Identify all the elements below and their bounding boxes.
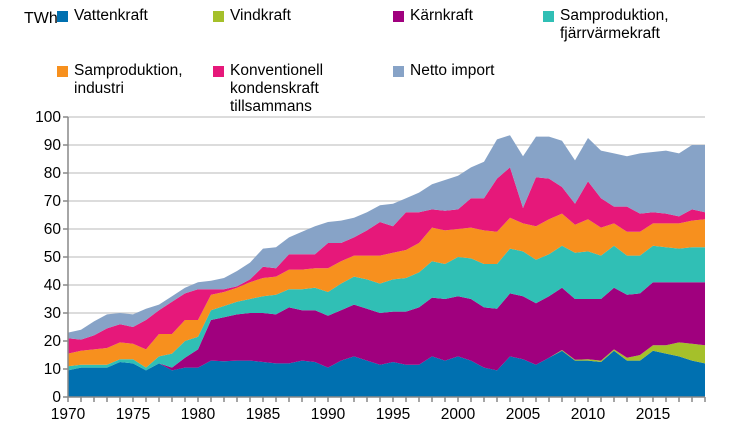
area-kärnkraft bbox=[68, 282, 705, 371]
legend-swatch bbox=[543, 11, 554, 22]
legend-item: Samproduktion, industri bbox=[57, 62, 183, 98]
legend-label: tillsammans bbox=[230, 98, 312, 115]
y-axis-unit: TWh bbox=[24, 10, 58, 27]
x-tick-label: 2005 bbox=[506, 406, 540, 423]
y-tick-label: 50 bbox=[44, 249, 62, 266]
x-tick-label: 1975 bbox=[116, 406, 150, 423]
legend-label: kondenskraft bbox=[230, 80, 319, 97]
legend-swatch bbox=[393, 11, 404, 22]
legend-label: Vindkraft bbox=[230, 7, 291, 24]
y-tick-label: 30 bbox=[44, 305, 62, 322]
x-tick-label: 2000 bbox=[441, 406, 476, 423]
y-tick-label: 100 bbox=[35, 109, 61, 126]
area-samproduktion-fjärrvärmekraft bbox=[68, 245, 705, 371]
x-tick-label: 1990 bbox=[311, 406, 346, 423]
legend-swatch bbox=[213, 11, 224, 22]
legend-swatch bbox=[57, 66, 68, 77]
area-vattenkraft bbox=[68, 350, 705, 397]
x-tick-label: 1985 bbox=[246, 406, 280, 423]
y-tick-label: 60 bbox=[44, 221, 62, 238]
legend-label: Kärnkraft bbox=[410, 7, 473, 24]
y-tick-label: 20 bbox=[44, 333, 62, 350]
area-netto-import bbox=[68, 135, 705, 340]
x-tick-label: 1995 bbox=[376, 406, 410, 423]
x-tick-label: 1980 bbox=[181, 406, 216, 423]
legend-swatch bbox=[213, 66, 224, 77]
y-tick-label: 70 bbox=[44, 193, 62, 210]
legend-label: Vattenkraft bbox=[74, 7, 148, 24]
area-konventionell-kondenskraft-tillsammans bbox=[68, 167, 705, 354]
y-tick-label: 80 bbox=[44, 165, 62, 182]
legend-label: Konventionell bbox=[230, 62, 324, 79]
legend-item: Vattenkraft bbox=[57, 7, 148, 25]
legend-label: fjärrvärmekraft bbox=[560, 25, 660, 42]
legend-label: industri bbox=[74, 80, 124, 97]
x-tick-label: 2010 bbox=[571, 406, 606, 423]
legend-swatch bbox=[393, 66, 404, 77]
legend-item: Kärnkraft bbox=[393, 7, 473, 25]
legend-label: Samproduktion, bbox=[74, 62, 183, 79]
legend-item: Vindkraft bbox=[213, 7, 291, 25]
legend-item: Netto import bbox=[393, 62, 494, 80]
y-tick-label: 10 bbox=[44, 361, 62, 378]
y-tick-label: 0 bbox=[52, 389, 61, 406]
x-tick-label: 2015 bbox=[636, 406, 670, 423]
legend-item: Samproduktion, fjärrvärmekraft bbox=[543, 7, 669, 43]
legend-swatch bbox=[57, 11, 68, 22]
y-tick-label: 40 bbox=[44, 277, 62, 294]
legend-label: Samproduktion, bbox=[560, 7, 669, 24]
legend-item: Konventionell kondenskraft tillsammans bbox=[213, 62, 323, 116]
x-tick-label: 1970 bbox=[51, 406, 86, 423]
y-tick-label: 90 bbox=[44, 137, 62, 154]
legend-label: Netto import bbox=[410, 62, 495, 79]
area-samproduktion-industri bbox=[68, 213, 705, 368]
